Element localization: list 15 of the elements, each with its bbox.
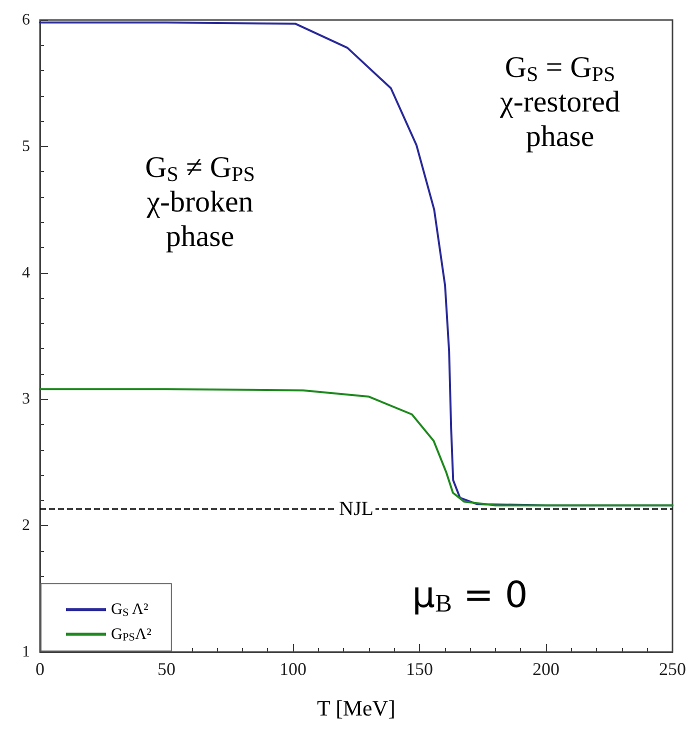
x-axis-title: T [MeV] <box>317 696 396 720</box>
y-tick-label: 6 <box>22 12 30 28</box>
x-tick-label: 100 <box>280 659 306 679</box>
ref-line-label: NJL <box>339 498 374 520</box>
x-tick-label: 150 <box>406 659 433 679</box>
y-tick-label: 1 <box>22 644 30 660</box>
annotation: μB = 0 <box>412 575 528 618</box>
x-tick-label: 0 <box>36 659 44 679</box>
x-tick-label: 250 <box>659 659 686 679</box>
y-tick-label: 2 <box>22 517 30 534</box>
x-tick-label: 200 <box>532 659 560 679</box>
y-tick-label: 3 <box>22 390 30 408</box>
y-tick-label: 5 <box>22 138 30 155</box>
y-tick-label: 4 <box>22 264 30 282</box>
x-tick-label: 50 <box>158 659 176 679</box>
